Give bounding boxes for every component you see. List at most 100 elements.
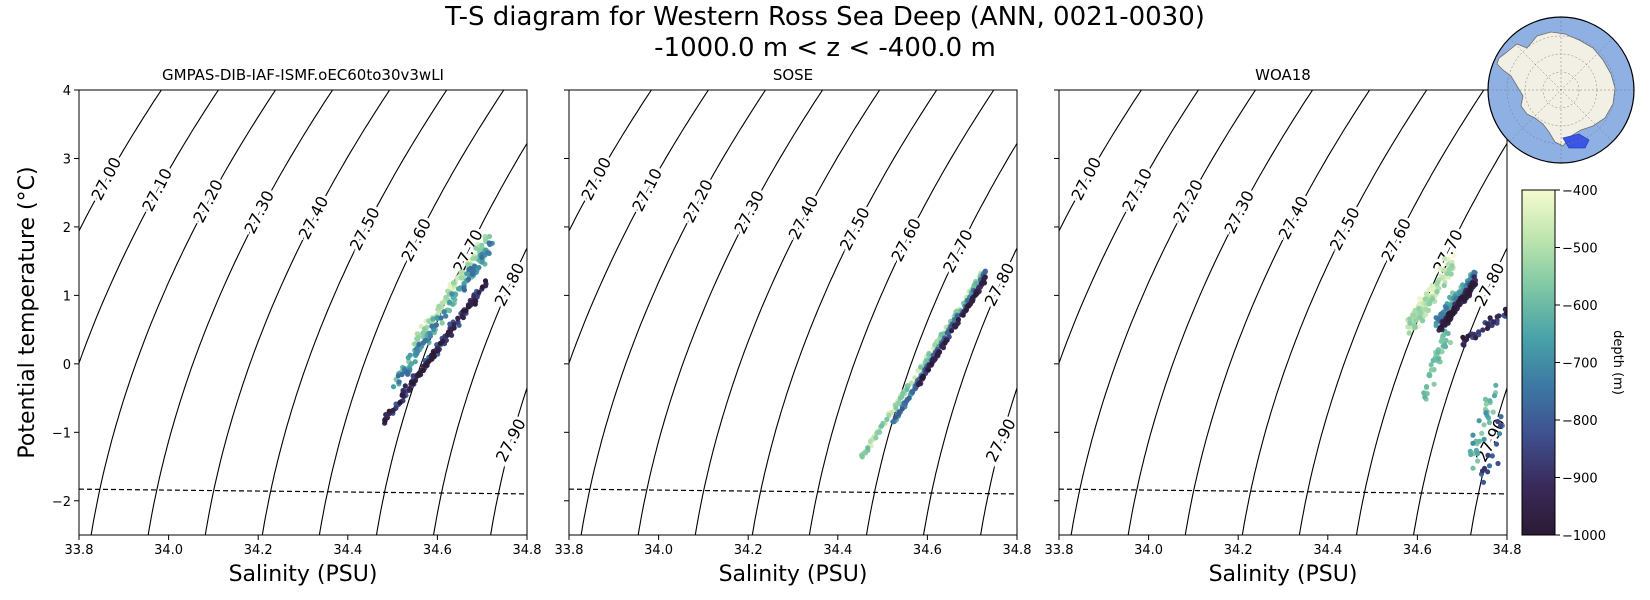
scatter-point bbox=[899, 406, 905, 412]
scatter-point bbox=[422, 362, 428, 368]
isopycnal-27.70 bbox=[865, 142, 1017, 535]
scatter-point bbox=[433, 322, 439, 328]
scatter-point bbox=[1434, 279, 1441, 285]
scatter-point bbox=[479, 259, 485, 265]
scatter-point bbox=[1481, 422, 1487, 428]
isopycnal-27.80 bbox=[1412, 246, 1507, 535]
depth-colorbar: −400 −500 −600 −700 −800 −900 −1000 depth (m) bbox=[1521, 184, 1625, 544]
scatter-point bbox=[439, 320, 445, 326]
scatter-point bbox=[1495, 460, 1501, 467]
scatter-point bbox=[906, 395, 912, 401]
scatter-point bbox=[471, 293, 477, 299]
scatter-point bbox=[1412, 324, 1418, 330]
colorbar-tick-label: −900 bbox=[1562, 472, 1598, 487]
scatter-point bbox=[412, 341, 418, 347]
scatter-point bbox=[436, 303, 442, 309]
scatter-point bbox=[1470, 440, 1476, 446]
scatter-point bbox=[1496, 431, 1503, 437]
scatter-point bbox=[1480, 479, 1487, 485]
scatter-point bbox=[458, 269, 464, 275]
scatter-point bbox=[402, 383, 408, 389]
scatter-point bbox=[890, 419, 896, 425]
isopycnal-27.50 bbox=[261, 90, 448, 535]
scatter-point bbox=[1446, 266, 1452, 272]
scatter-point bbox=[982, 268, 988, 275]
scatter-point bbox=[1426, 287, 1432, 293]
x-tick-label: 34.0 bbox=[1134, 543, 1163, 558]
scatter-point bbox=[1422, 394, 1428, 400]
scatter-point bbox=[879, 423, 885, 429]
scatter-point bbox=[1407, 316, 1413, 322]
isopycnal-label-27.00: 27.00 bbox=[577, 154, 615, 203]
scatter-point bbox=[1427, 300, 1433, 306]
scatter-point bbox=[920, 374, 926, 381]
scatter-point bbox=[479, 254, 485, 260]
scatter-point bbox=[1443, 337, 1449, 344]
antarctica-locator-map bbox=[1487, 16, 1635, 164]
figure-title-line-2: -1000.0 m < z < -400.0 m bbox=[654, 33, 996, 63]
isopycnal-27.10 bbox=[569, 90, 709, 365]
y-tick-label: −1 bbox=[52, 426, 71, 441]
scatter-point bbox=[886, 412, 892, 418]
scatter-point bbox=[477, 247, 483, 253]
y-tick-label: 1 bbox=[63, 289, 71, 304]
scatter-point bbox=[1481, 436, 1487, 442]
isopycnal-label-27.30: 27.30 bbox=[730, 187, 768, 236]
scatter-point bbox=[859, 453, 865, 460]
x-tick-label: 34.4 bbox=[1313, 543, 1342, 558]
scatter-point bbox=[930, 357, 936, 363]
scatter-point bbox=[479, 284, 486, 290]
y-axis-label: Potential temperature (°C) bbox=[15, 166, 40, 458]
scatter-point bbox=[1471, 274, 1477, 280]
plot-area: 27.00 27.10 27.20 27.30 27.40 27.50 27.60 27.70… bbox=[79, 90, 527, 535]
scatter-point bbox=[897, 395, 903, 401]
freezing-line bbox=[79, 488, 527, 495]
scatter-point bbox=[445, 329, 452, 335]
scatter-point bbox=[1502, 306, 1507, 312]
isopycnal-label-27.40: 27.40 bbox=[1275, 193, 1313, 242]
scatter-point bbox=[1465, 292, 1471, 298]
x-tick-label: 33.8 bbox=[65, 543, 94, 558]
scatter-point bbox=[1411, 312, 1417, 318]
isopycnal-27.10 bbox=[79, 90, 219, 365]
scatter-point bbox=[446, 308, 453, 314]
isopycnal-27.50 bbox=[751, 90, 938, 535]
scatter-point bbox=[472, 301, 478, 307]
isopycnal-27.30 bbox=[147, 90, 334, 535]
x-tick-label: 33.8 bbox=[555, 543, 584, 558]
isopycnal-label-27.50: 27.50 bbox=[346, 204, 384, 253]
scatter-point bbox=[944, 330, 950, 336]
scatter-point bbox=[1461, 295, 1467, 301]
isopycnal-27.60 bbox=[1298, 90, 1485, 535]
scatter-point bbox=[469, 271, 475, 277]
scatter-point bbox=[1484, 325, 1491, 331]
isopycnal-27.90 bbox=[1470, 386, 1507, 535]
scatter-point bbox=[865, 445, 871, 451]
scatter-point bbox=[1475, 458, 1481, 464]
scatter-point bbox=[948, 328, 955, 334]
scatter-point bbox=[1437, 325, 1443, 331]
scatter-point bbox=[414, 351, 420, 357]
graticule bbox=[1488, 17, 1634, 163]
isopycnal-27.40 bbox=[204, 90, 391, 535]
scatter-point bbox=[873, 435, 879, 441]
scatter-point bbox=[476, 264, 482, 271]
freezing-line bbox=[1059, 488, 1507, 495]
scatter-point bbox=[1503, 310, 1507, 316]
scatter-point bbox=[443, 313, 449, 319]
scatter-point bbox=[1493, 441, 1500, 447]
scatter-point bbox=[1481, 465, 1488, 472]
panel-title: SOSE bbox=[773, 66, 813, 84]
isopycnal-label-27.10: 27.10 bbox=[628, 165, 666, 214]
x-tick-label: 34.6 bbox=[1403, 543, 1432, 558]
scatter-point bbox=[422, 337, 428, 343]
scatter-point bbox=[1486, 419, 1492, 426]
scatter-point bbox=[1448, 271, 1454, 277]
scatter-point bbox=[1407, 320, 1413, 326]
scatter-point bbox=[1451, 305, 1457, 311]
scatter-point bbox=[1443, 305, 1449, 311]
isopycnal-label-27.10: 27.10 bbox=[138, 165, 176, 214]
isopycnal-27.80 bbox=[432, 246, 527, 535]
isopycnal-27.00 bbox=[569, 90, 652, 233]
scatter-point bbox=[982, 274, 988, 280]
